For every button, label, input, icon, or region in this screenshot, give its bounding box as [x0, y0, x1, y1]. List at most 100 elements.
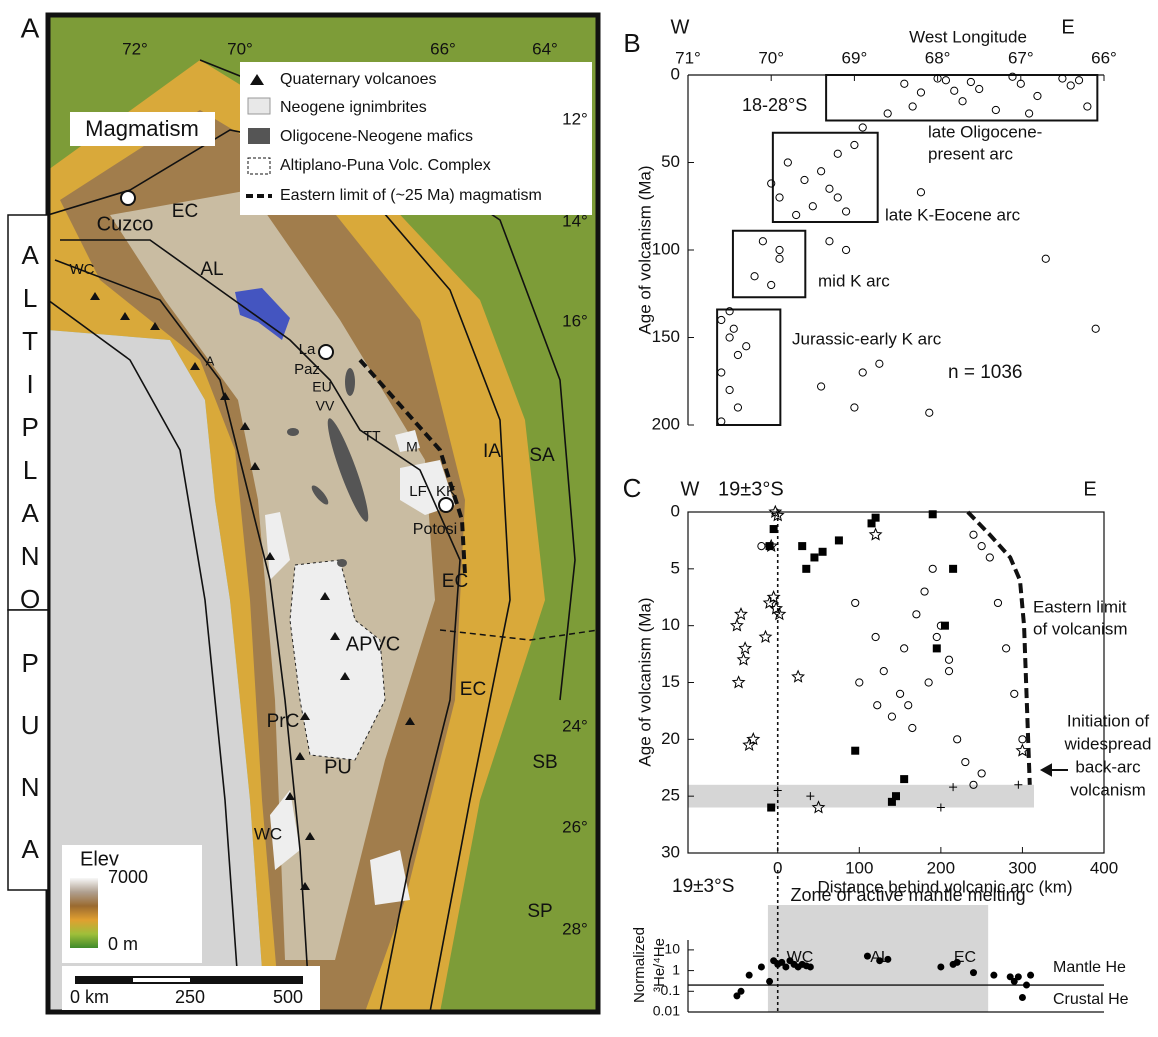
- point: [959, 98, 966, 105]
- point: [809, 203, 816, 210]
- point: [726, 386, 733, 393]
- x-tick-label: 70°: [758, 48, 784, 67]
- point: [743, 343, 750, 350]
- map-label: LF: [409, 483, 427, 500]
- map-label: WC: [70, 261, 95, 278]
- band-arrow: [1042, 765, 1068, 775]
- point: [782, 963, 789, 970]
- y-axis-title: ³He/⁴He: [651, 938, 668, 992]
- chart-title: 19±3°S: [672, 876, 734, 897]
- point: [759, 238, 766, 245]
- point: [758, 543, 765, 550]
- point: [954, 736, 961, 743]
- point: [770, 525, 778, 533]
- point: [1075, 77, 1082, 84]
- box-label: late K-Eocene arc: [885, 205, 1021, 224]
- lon-label: 66°: [430, 39, 456, 58]
- x-end-label: W: [671, 16, 690, 38]
- map-label: EC: [442, 571, 468, 592]
- point: [834, 194, 841, 201]
- point: [967, 78, 974, 85]
- point: [746, 972, 753, 979]
- point: [758, 963, 765, 970]
- y-tick-label: 25: [661, 786, 680, 805]
- map-label: Potosi: [413, 521, 457, 538]
- x-end-label: W: [681, 478, 700, 500]
- box-label: mid K arc: [818, 271, 890, 290]
- point: [970, 531, 977, 538]
- reference-label: Mantle He: [1053, 959, 1126, 976]
- y-axis-title: Age of volcanism (Ma): [635, 597, 654, 766]
- map-label: TT: [363, 428, 381, 444]
- scale-bar: [133, 978, 190, 982]
- point: [751, 273, 758, 280]
- legend-label: Eastern limit of (~25 Ma) magmatism: [280, 187, 542, 204]
- x-tick-label: 66°: [1091, 48, 1117, 67]
- point: [738, 654, 749, 665]
- point: [1019, 736, 1026, 743]
- point: [776, 246, 783, 253]
- point: [942, 77, 949, 84]
- map-title: Magmatism: [85, 116, 199, 141]
- point: [901, 645, 908, 652]
- point: [945, 668, 952, 675]
- point: [835, 536, 843, 544]
- point: [726, 334, 733, 341]
- x-end-label: E: [1083, 478, 1096, 500]
- chart-title: 19±3°S: [718, 478, 784, 500]
- point: [851, 141, 858, 148]
- point: [986, 554, 993, 561]
- y-axis-title: Normalized: [631, 927, 648, 1003]
- scale-label: 500: [273, 987, 303, 1007]
- y-tick-label: 30: [661, 842, 680, 861]
- lat-label: 12°: [562, 109, 588, 128]
- box-label: late Oligocene-: [928, 122, 1042, 141]
- elev-min: 0 m: [108, 934, 138, 954]
- point: [1017, 745, 1028, 756]
- x-tick-label: 400: [1090, 858, 1118, 877]
- point: [884, 110, 891, 117]
- point: [954, 959, 961, 966]
- arc-box: [773, 133, 878, 222]
- x-end-label: E: [1061, 16, 1074, 38]
- point: [937, 963, 944, 970]
- y-tick-label: 10: [661, 615, 680, 634]
- point: [731, 620, 742, 631]
- map-label: AL: [200, 259, 223, 280]
- legend-label: Neogene ignimbrites: [280, 99, 427, 116]
- map-label: A: [206, 353, 215, 368]
- map-label: Paz: [294, 361, 320, 378]
- band-label: volcanism: [1070, 780, 1146, 799]
- point: [978, 770, 985, 777]
- point: [933, 644, 941, 652]
- point: [888, 798, 896, 806]
- y-axis-title: Age of volcanism (Ma): [635, 165, 654, 334]
- point: [917, 89, 924, 96]
- point: [856, 679, 863, 686]
- point: [929, 565, 936, 572]
- y-tick-label: 200: [652, 414, 680, 433]
- x-tick-label: 68°: [925, 48, 951, 67]
- arc-box: [717, 310, 780, 426]
- side-label: ALTIPLANO: [15, 240, 45, 627]
- y-tick-label: 0.01: [653, 1003, 680, 1019]
- point: [949, 565, 957, 573]
- lon-label: 70°: [227, 39, 253, 58]
- map-label: Cuzco: [97, 213, 154, 235]
- point: [798, 542, 806, 550]
- lat-label: 28°: [562, 919, 588, 938]
- point: [978, 543, 985, 550]
- band-label: back-arc: [1075, 757, 1141, 776]
- panel-label: C: [623, 473, 642, 503]
- map-label: M: [406, 439, 418, 455]
- lat-label: 16°: [562, 311, 588, 330]
- point: [945, 656, 952, 663]
- x-tick-label: 300: [1008, 858, 1036, 877]
- point: [767, 804, 775, 812]
- point: [842, 208, 849, 215]
- map-label: IA: [483, 441, 501, 462]
- point: [852, 599, 859, 606]
- point: [1015, 973, 1022, 980]
- point: [870, 529, 881, 540]
- limit-label: of volcanism: [1033, 619, 1127, 638]
